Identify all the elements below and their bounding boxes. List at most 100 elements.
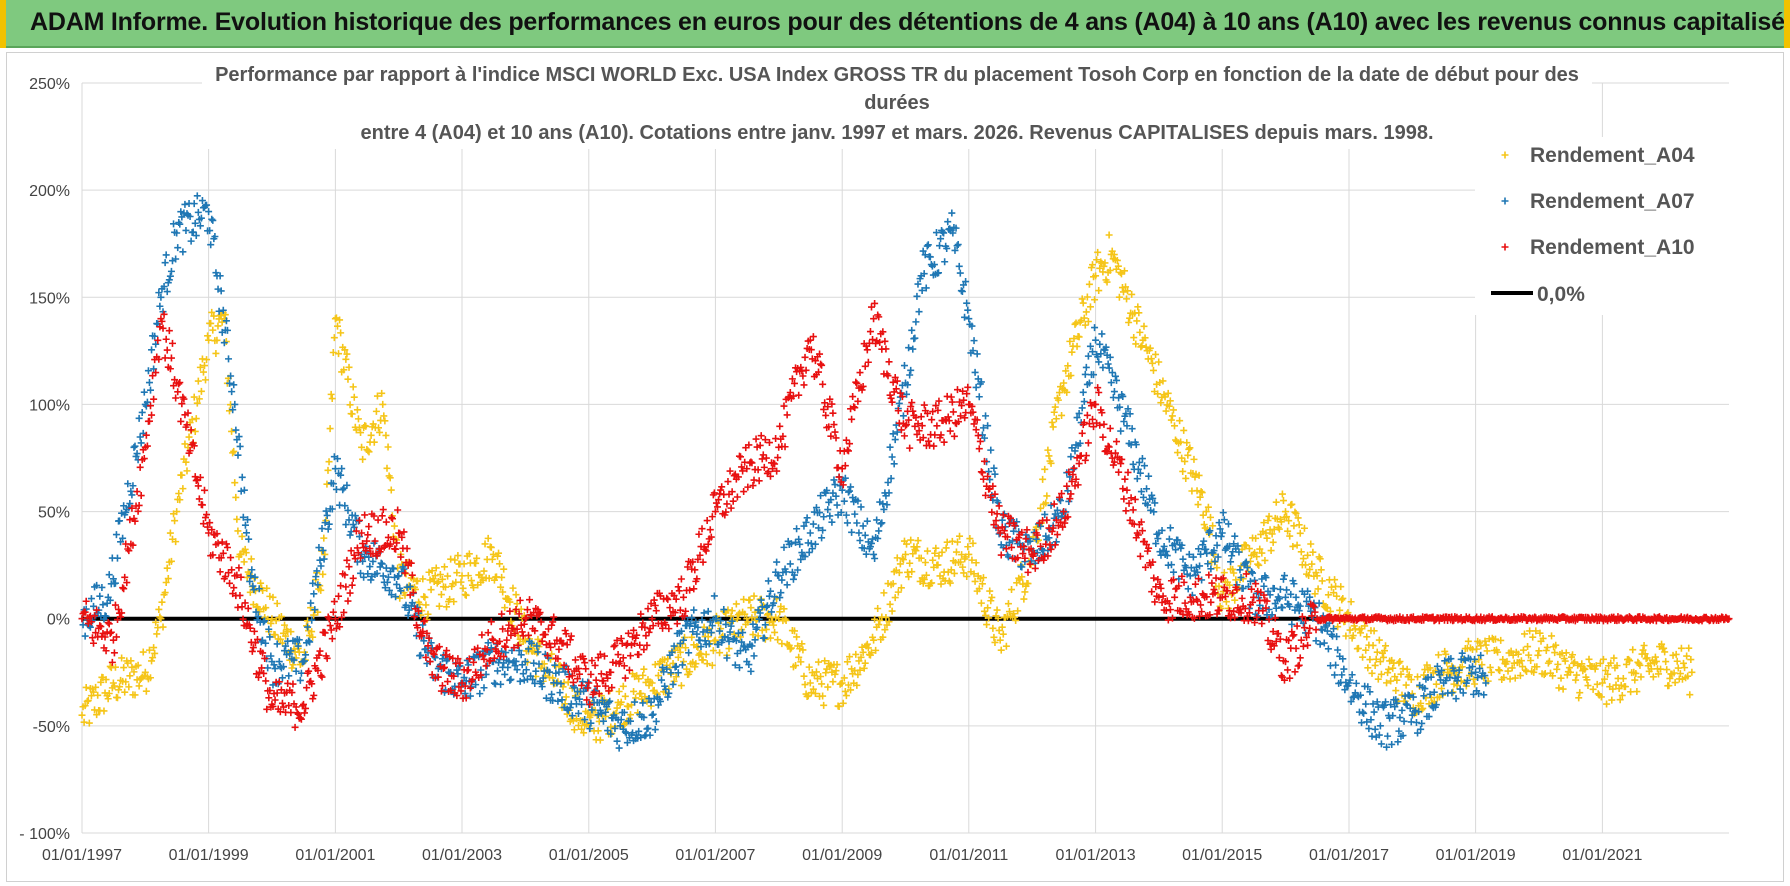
data-point bbox=[710, 592, 718, 600]
data-point bbox=[654, 672, 662, 680]
data-point bbox=[940, 438, 948, 446]
data-point bbox=[985, 468, 993, 476]
data-point bbox=[393, 580, 401, 588]
data-point bbox=[194, 208, 202, 216]
data-point bbox=[135, 682, 143, 690]
data-point bbox=[512, 657, 520, 665]
data-point bbox=[234, 527, 242, 535]
data-point bbox=[1226, 581, 1234, 589]
data-point bbox=[1275, 525, 1283, 533]
data-point bbox=[330, 334, 338, 342]
data-point bbox=[833, 501, 841, 509]
data-point bbox=[554, 697, 562, 705]
data-point bbox=[1569, 651, 1577, 659]
data-point bbox=[1482, 641, 1490, 649]
series-layer bbox=[78, 192, 1733, 752]
data-point bbox=[499, 588, 507, 596]
data-point bbox=[281, 647, 289, 655]
data-point bbox=[584, 678, 592, 686]
data-point bbox=[1384, 732, 1392, 740]
data-point bbox=[701, 637, 709, 645]
data-point bbox=[316, 556, 324, 564]
data-point bbox=[1684, 672, 1692, 680]
data-point bbox=[149, 654, 157, 662]
data-point bbox=[937, 580, 945, 588]
data-point bbox=[1124, 468, 1132, 476]
data-point bbox=[1164, 389, 1172, 397]
data-point bbox=[385, 586, 393, 594]
data-point bbox=[1277, 518, 1285, 526]
data-point bbox=[335, 592, 343, 600]
data-point bbox=[617, 698, 625, 706]
data-point bbox=[733, 493, 741, 501]
data-point bbox=[1628, 669, 1636, 677]
data-point bbox=[727, 504, 735, 512]
data-point bbox=[1285, 517, 1293, 525]
data-point bbox=[1124, 287, 1132, 295]
data-point bbox=[453, 569, 461, 577]
x-tick-label: 01/01/2009 bbox=[802, 847, 882, 864]
data-point bbox=[1619, 675, 1627, 683]
data-point bbox=[840, 497, 848, 505]
data-point bbox=[930, 563, 938, 571]
data-point bbox=[325, 520, 333, 528]
data-point bbox=[1438, 684, 1446, 692]
data-point bbox=[1573, 671, 1581, 679]
data-point bbox=[849, 393, 857, 401]
data-point bbox=[744, 618, 752, 626]
data-point bbox=[1067, 453, 1075, 461]
data-point bbox=[1636, 661, 1644, 669]
data-point bbox=[223, 543, 231, 551]
y-tick-label: 150% bbox=[29, 290, 70, 307]
data-point bbox=[1010, 610, 1018, 618]
data-point bbox=[1100, 262, 1108, 270]
data-point bbox=[152, 340, 160, 348]
data-point bbox=[1252, 534, 1260, 542]
data-point bbox=[1195, 471, 1203, 479]
data-point bbox=[454, 552, 462, 560]
data-point bbox=[728, 617, 736, 625]
data-point bbox=[796, 540, 804, 548]
data-point bbox=[1156, 378, 1164, 386]
data-point bbox=[717, 617, 725, 625]
data-point bbox=[1103, 278, 1111, 286]
data-point bbox=[708, 622, 716, 630]
data-point bbox=[1181, 457, 1189, 465]
data-point bbox=[1213, 564, 1221, 572]
data-point bbox=[1024, 568, 1032, 576]
data-point bbox=[339, 486, 347, 494]
data-point bbox=[1381, 647, 1388, 655]
data-point bbox=[1282, 508, 1290, 516]
data-point bbox=[174, 388, 182, 396]
data-point bbox=[127, 487, 135, 495]
data-point bbox=[626, 652, 634, 660]
data-point bbox=[1204, 503, 1212, 511]
data-point bbox=[163, 288, 171, 296]
data-point bbox=[406, 583, 414, 591]
data-point bbox=[1162, 407, 1170, 415]
data-point bbox=[651, 726, 659, 734]
data-point bbox=[843, 519, 851, 527]
data-point bbox=[275, 658, 283, 666]
data-point bbox=[1264, 516, 1272, 524]
data-point bbox=[126, 516, 134, 524]
data-point bbox=[370, 438, 378, 446]
data-point bbox=[133, 488, 141, 496]
data-point bbox=[355, 533, 363, 541]
data-point bbox=[1583, 676, 1591, 684]
data-point bbox=[116, 683, 124, 691]
data-point bbox=[1291, 508, 1299, 516]
data-point bbox=[1004, 600, 1012, 608]
data-point bbox=[240, 486, 248, 494]
data-point bbox=[557, 680, 565, 688]
data-point bbox=[729, 497, 737, 505]
data-point bbox=[1262, 529, 1270, 537]
data-point bbox=[587, 711, 595, 719]
data-point bbox=[317, 586, 325, 594]
data-point bbox=[1267, 547, 1275, 555]
data-point bbox=[1371, 661, 1379, 669]
data-point bbox=[1518, 663, 1526, 671]
data-point bbox=[498, 573, 506, 581]
data-point bbox=[1526, 627, 1534, 635]
data-point bbox=[737, 453, 745, 461]
